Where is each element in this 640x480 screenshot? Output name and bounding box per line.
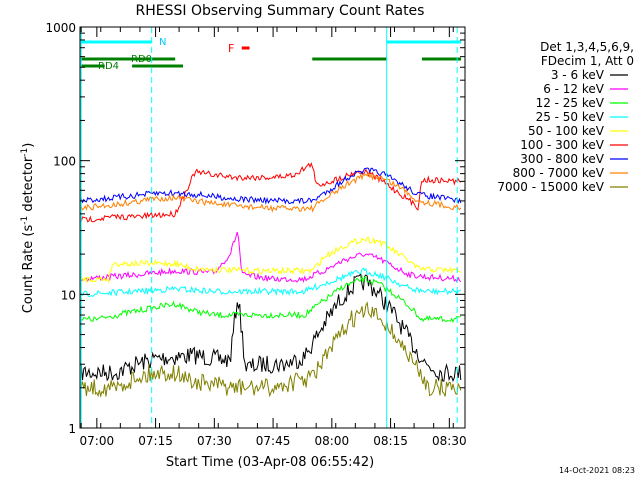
legend-label-6: 300 - 800 keV: [520, 152, 604, 166]
vline-layer: [80, 27, 458, 428]
y-tick-label-1: 10: [61, 288, 76, 302]
legend-label-3: 25 - 50 keV: [536, 110, 605, 124]
x-tick-label-5: 08:15: [373, 434, 408, 448]
x-tick-label-4: 08:00: [315, 434, 350, 448]
info-line-1: Det 1,3,4,5,6,9,: [540, 40, 634, 54]
x-tick-label-2: 07:30: [197, 434, 232, 448]
datestamp: 14-Oct-2021 08:23: [559, 466, 635, 475]
flag-label-rd0: RD0: [131, 54, 152, 65]
legend-label-2: 12 - 25 keV: [536, 96, 605, 110]
info-line-2: FDecim 1, Att 0: [541, 54, 634, 68]
series-line-3: [81, 267, 462, 298]
x-tick-label-3: 07:45: [256, 434, 291, 448]
series-line-2: [81, 274, 461, 324]
flags-layer: N F RD0 RD4: [81, 37, 462, 72]
y-tick-label-3: 1000: [45, 21, 76, 35]
series-line-8: [80, 301, 462, 398]
y-ticks: 1 10 100 1000: [45, 21, 465, 436]
legend-label-1: 6 - 12 keV: [543, 82, 605, 96]
plot-frame: [79, 26, 466, 429]
flag-label-rd4: RD4: [98, 61, 119, 72]
series-line-0: [80, 272, 462, 383]
series-line-5: [80, 161, 462, 223]
series-layer: [80, 161, 462, 398]
x-ticks: 07:00 07:15 07:30 07:45 08:00 08:15 08:30: [80, 27, 467, 448]
series-line-6: [80, 167, 462, 205]
series-line-4: [80, 236, 462, 284]
legend-label-5: 100 - 300 keV: [520, 138, 604, 152]
y-tick-label-0: 1: [68, 422, 76, 436]
x-tick-label-6: 08:30: [432, 434, 467, 448]
series-line-1: [80, 231, 462, 283]
x-axis-label: Start Time (03-Apr-08 06:55:42): [166, 455, 374, 470]
legend-label-7: 800 - 7000 keV: [513, 166, 605, 180]
flag-label-n: N: [159, 37, 166, 48]
chart-title: RHESSI Observing Summary Count Rates: [136, 3, 425, 19]
y-tick-label-2: 100: [53, 155, 76, 169]
series-line-7: [80, 171, 462, 213]
y-axis-label: Count Rate (s-1 detector-1): [20, 143, 36, 314]
x-tick-label-0: 07:00: [80, 434, 115, 448]
flag-label-f: F: [228, 42, 234, 55]
x-tick-label-1: 07:15: [138, 434, 173, 448]
legend-label-8: 7000 - 15000 keV: [497, 180, 604, 194]
legend-label-0: 3 - 6 keV: [551, 68, 605, 82]
legend-label-4: 50 - 100 keV: [528, 124, 605, 138]
